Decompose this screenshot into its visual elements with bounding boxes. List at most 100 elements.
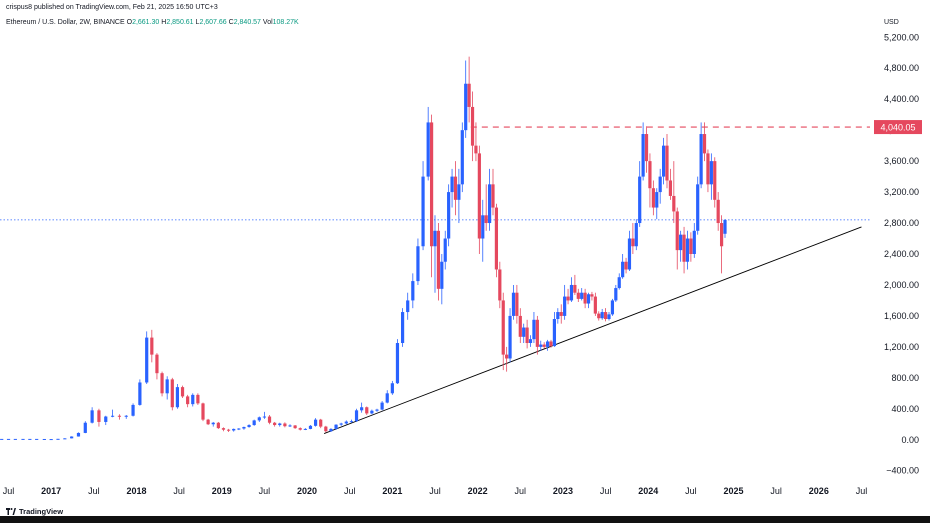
candle-body xyxy=(138,382,142,405)
candle-body xyxy=(484,215,488,224)
candle-body xyxy=(0,438,4,440)
candle-body xyxy=(165,379,169,394)
candle-body xyxy=(395,343,400,384)
candle-body xyxy=(661,145,666,177)
candle-body xyxy=(303,428,307,430)
close-value: 2,840.57 xyxy=(233,19,261,26)
symbol-label: Ethereum / U.S. Dollar, 2W, BINANCE xyxy=(6,19,125,26)
candle-body xyxy=(525,327,529,344)
candle-body xyxy=(631,238,635,247)
candle-body xyxy=(380,402,384,410)
candle-body xyxy=(692,230,696,254)
y-tick-label: 3,600.00 xyxy=(884,156,919,166)
candle-body xyxy=(426,122,430,177)
candle-body xyxy=(498,269,502,301)
candle-body xyxy=(597,313,601,319)
currency-label: USD xyxy=(884,19,899,26)
high-value: 2,850.61 xyxy=(166,19,194,26)
candle-body xyxy=(400,312,405,344)
x-tick-label: Jul xyxy=(600,486,612,496)
x-tick-label: Jul xyxy=(344,486,356,496)
y-tick-label: 0.00 xyxy=(901,435,919,445)
candle-body xyxy=(511,292,516,316)
candle-body xyxy=(696,184,700,231)
candle-body xyxy=(242,426,246,429)
candle-body xyxy=(416,246,420,282)
candle-body xyxy=(689,238,693,254)
tradingview-icon xyxy=(6,508,16,515)
x-tick-label: 2026 xyxy=(809,486,829,496)
candle-body xyxy=(644,134,649,162)
close-label: C xyxy=(228,19,234,26)
candle-body xyxy=(406,300,410,313)
candle-body xyxy=(464,83,468,131)
candle-body xyxy=(440,261,444,289)
candle-body xyxy=(63,438,67,440)
price-chart[interactable]: 5,200.004,800.004,400.004,000.003,600.00… xyxy=(0,0,930,505)
candle-body xyxy=(569,284,574,301)
x-axis: Jul 2017 Jul 2018 Jul 2019 Jul 2020 Jul 2021 Jul 20… xyxy=(3,486,867,496)
candle-body xyxy=(593,296,597,314)
candle-body xyxy=(634,223,638,247)
candle-body xyxy=(180,387,185,397)
y-tick-label: 3,200.00 xyxy=(884,187,919,197)
x-tick-label: 2019 xyxy=(212,486,232,496)
y-tick-label: 800.00 xyxy=(891,373,919,383)
candle-body xyxy=(90,410,94,423)
candle-body xyxy=(117,415,122,417)
publish-info: crispus8 published on TradingView.com, F… xyxy=(6,4,218,11)
candle-body xyxy=(191,394,195,405)
y-tick-label: 2,000.00 xyxy=(884,280,919,290)
candle-body xyxy=(528,339,533,344)
candle-body xyxy=(552,319,557,347)
volume-value: 108.27K xyxy=(272,19,299,26)
candle-body xyxy=(313,419,318,426)
candle-body xyxy=(487,184,492,224)
candle-body xyxy=(13,438,17,440)
candle-body xyxy=(665,145,669,181)
candle-body xyxy=(685,238,690,262)
candle-body xyxy=(293,425,297,429)
candle-body xyxy=(443,238,447,262)
candle-body xyxy=(641,134,645,177)
candle-body xyxy=(556,312,560,320)
candle-body xyxy=(267,416,272,423)
candle-body xyxy=(716,199,720,224)
x-tick-label: 2018 xyxy=(126,486,146,496)
candle-body xyxy=(600,312,604,319)
candle-body xyxy=(324,426,328,432)
candle-body xyxy=(542,344,546,347)
candle-body xyxy=(679,234,683,251)
candle-body xyxy=(576,292,580,299)
candle-body xyxy=(196,394,200,404)
candle-body xyxy=(682,234,686,262)
candle-body xyxy=(624,261,628,270)
x-tick-label: Jul xyxy=(770,486,782,496)
y-tick-label: 400.00 xyxy=(891,404,919,414)
candle-body xyxy=(433,230,437,247)
x-tick-label: 2021 xyxy=(382,486,402,496)
candle-body xyxy=(226,429,231,431)
candle-body xyxy=(627,238,632,270)
x-tick-label: Jul xyxy=(856,486,868,496)
x-tick-label: Jul xyxy=(173,486,185,496)
candle-body xyxy=(262,416,267,418)
candle-body xyxy=(474,145,478,154)
candle-body xyxy=(617,277,621,289)
candle-body xyxy=(621,261,625,278)
y-tick-label: 5,200.00 xyxy=(884,32,919,42)
x-tick-label: Jul xyxy=(3,486,15,496)
low-value: 2,607.66 xyxy=(199,19,227,26)
candle-body xyxy=(603,312,608,320)
candle-body xyxy=(354,410,359,422)
candle-body xyxy=(467,83,471,107)
candle-body xyxy=(723,219,727,234)
candle-body xyxy=(49,439,53,441)
open-value: 2,661.30 xyxy=(132,19,160,26)
x-tick-label: Jul xyxy=(259,486,271,496)
tradingview-logo[interactable]: TradingView xyxy=(6,507,63,516)
candle-body xyxy=(221,428,226,430)
candle-body xyxy=(385,393,389,403)
candle-body xyxy=(237,428,241,430)
x-tick-label: Jul xyxy=(685,486,697,496)
